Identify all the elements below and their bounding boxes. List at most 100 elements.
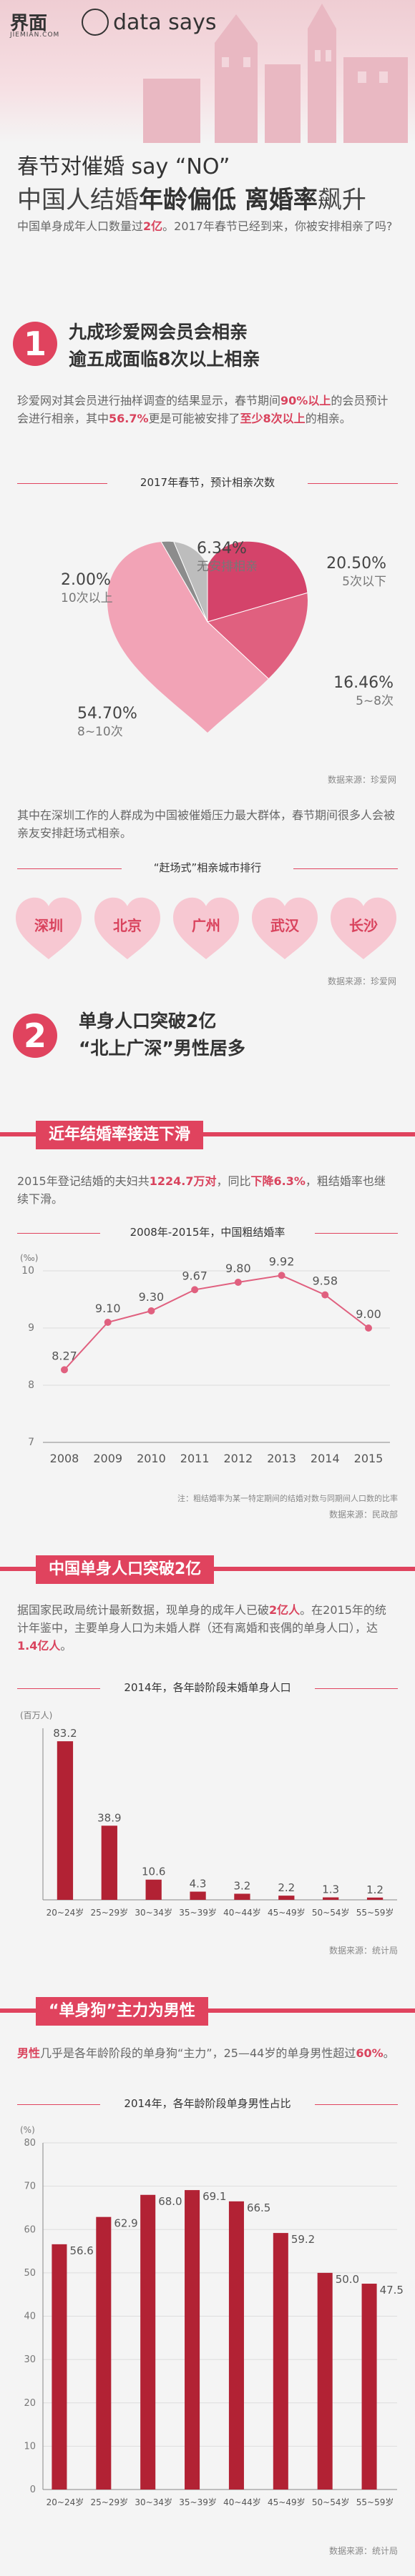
data-label: 9.80: [225, 1262, 251, 1275]
x-tick-label: 45~49岁: [268, 1907, 306, 1918]
single-population-bar-chart: (百万人)83.2 20~24岁 38.9 25~29岁 10.6 30~34岁 4.3 35…: [20, 1710, 397, 1918]
bar: [96, 2216, 112, 2490]
x-tick-label: 35~39岁: [179, 1907, 217, 1918]
brand-logo: 界面: [10, 13, 48, 34]
data-point: [321, 1291, 329, 1299]
slice-value-label: 6.34%: [197, 540, 247, 558]
bar: [273, 2233, 288, 2490]
headline-line2: 中国人结婚年龄偏低 离婚率飙升: [17, 186, 366, 214]
pie-slice: [207, 541, 308, 623]
section-title: 九成珍爱网会员会相亲 逾五成面临8次以上相亲: [69, 322, 260, 370]
y-tick-label: 70: [24, 2181, 36, 2192]
data-label: 2.2: [278, 1881, 295, 1894]
bar: [366, 1897, 384, 1900]
data-label: 83.2: [53, 1727, 77, 1740]
city-ranking-title: “赶场式”相亲城市排行: [122, 860, 293, 875]
y-unit-label: (‰): [20, 1253, 38, 1263]
bar: [323, 1897, 339, 1900]
data-label: 1.3: [322, 1883, 339, 1896]
city-name: 武汉: [270, 917, 300, 934]
data-label: 3.2: [234, 1879, 251, 1892]
data-label: 38.9: [97, 1811, 121, 1824]
y-tick-label: 50: [24, 2268, 36, 2279]
x-tick-label: 30~34岁: [135, 1907, 172, 1918]
bar: [278, 1896, 295, 1900]
heart-icon: [331, 897, 396, 959]
x-tick-label: 45~49岁: [268, 2497, 306, 2507]
x-tick-label: 40~44岁: [223, 2497, 261, 2507]
y-tick-label: 10: [21, 1265, 34, 1277]
data-point: [104, 1319, 112, 1326]
data-label: 68.0: [158, 2195, 182, 2208]
source-note: 数据来源：民政部: [328, 1510, 398, 1520]
source-note: 数据来源：统计局: [328, 2546, 398, 2556]
slice-category-label: 无安排相亲: [197, 560, 258, 574]
y-unit-label: (%): [20, 2125, 35, 2135]
y-tick-label: 20: [24, 2398, 36, 2409]
section-number: 1: [13, 322, 57, 366]
heart-pie-chart: 20.50% 5次以下 16.46% 5~8次 54.70% 8~10次 2.00% 10次以…: [61, 540, 394, 739]
pie-slice: [207, 583, 308, 715]
bar: [185, 2190, 200, 2490]
series-line: [64, 1274, 369, 1371]
bar: [228, 2201, 244, 2490]
data-label: 10.6: [142, 1866, 165, 1878]
section-banner: 中国单身人口突破2亿: [36, 1555, 215, 1584]
section-banner: 近年结婚率接连下滑: [36, 1121, 204, 1149]
header-banner: [0, 0, 415, 143]
city-name: 深圳: [34, 917, 63, 934]
slice-category-label: 10次以上: [61, 591, 113, 605]
data-point: [61, 1366, 68, 1374]
slice-value-label: 54.70%: [77, 705, 137, 723]
data-label: 50.0: [336, 2273, 359, 2286]
section-paragraph: 其中在深圳工作的人群成为中国被催婚压力最大群体，春节期间很多人会被亲友安排赶场式…: [17, 808, 396, 840]
heart-icon: [252, 897, 318, 959]
skyline-illustration: [143, 4, 408, 143]
x-tick-label: 25~29岁: [91, 1907, 129, 1918]
y-tick-label: 0: [30, 2485, 36, 2495]
x-tick-label: 50~54岁: [312, 1907, 350, 1918]
bar: [190, 1891, 206, 1900]
slice-value-label: 16.46%: [333, 674, 394, 692]
x-tick-label: 2009: [93, 1452, 122, 1465]
bar: [234, 1893, 250, 1900]
slice-category-label: 5~8次: [356, 694, 394, 708]
x-tick-label: 35~39岁: [179, 2497, 217, 2507]
x-tick-label: 2012: [223, 1452, 253, 1465]
x-tick-label: 40~44岁: [223, 1907, 261, 1918]
data-label: 9.30: [139, 1290, 165, 1304]
source-note: 数据来源：珍爱网: [327, 976, 396, 986]
x-tick-label: 2008: [50, 1452, 79, 1465]
bar: [361, 2284, 377, 2490]
marriage-rate-line-chart: (‰) 7 8 9 10 8.27 2008 9.10 2009 9.30 2010 9.67 2011…: [20, 1253, 390, 1465]
data-label: 9.67: [182, 1269, 208, 1282]
data-label: 56.6: [69, 2244, 93, 2257]
x-tick-label: 55~59岁: [356, 1907, 394, 1918]
pie-slice: [139, 541, 208, 623]
slice-category-label: 8~10次: [77, 725, 123, 739]
y-tick-label: 7: [28, 1437, 34, 1448]
data-point: [365, 1324, 372, 1332]
y-tick-label: 60: [24, 2224, 36, 2235]
heart-icon: [173, 897, 239, 959]
x-tick-label: 25~29岁: [91, 2497, 129, 2507]
city-heart: 长沙: [331, 897, 396, 959]
y-tick-label: 30: [24, 2354, 36, 2365]
x-tick-label: 20~24岁: [47, 1907, 84, 1918]
data-label: 47.5: [380, 2284, 404, 2297]
x-tick-label: 2011: [180, 1452, 210, 1465]
section-paragraph: 据国家民政局统计最新数据，现单身的成年人已破2亿人。在2015年的统计年鉴中，主…: [17, 1603, 386, 1653]
city-heart: 北京: [94, 897, 160, 959]
y-tick-label: 40: [24, 2312, 36, 2322]
y-tick-label: 80: [24, 2138, 36, 2149]
data-label: 69.1: [202, 2190, 226, 2203]
city-heart: 武汉: [252, 897, 318, 959]
chart-title: 2008年-2015年，中国粗结婚率: [100, 1224, 315, 1239]
city-name: 长沙: [349, 917, 378, 934]
data-point: [278, 1272, 285, 1279]
x-tick-label: 2013: [267, 1452, 296, 1465]
bar: [140, 2194, 156, 2490]
source-note: 数据来源：珍爱网: [327, 775, 396, 785]
section-banner: “单身狗”主力为男性: [36, 1997, 208, 2026]
data-label: 66.5: [247, 2201, 270, 2214]
